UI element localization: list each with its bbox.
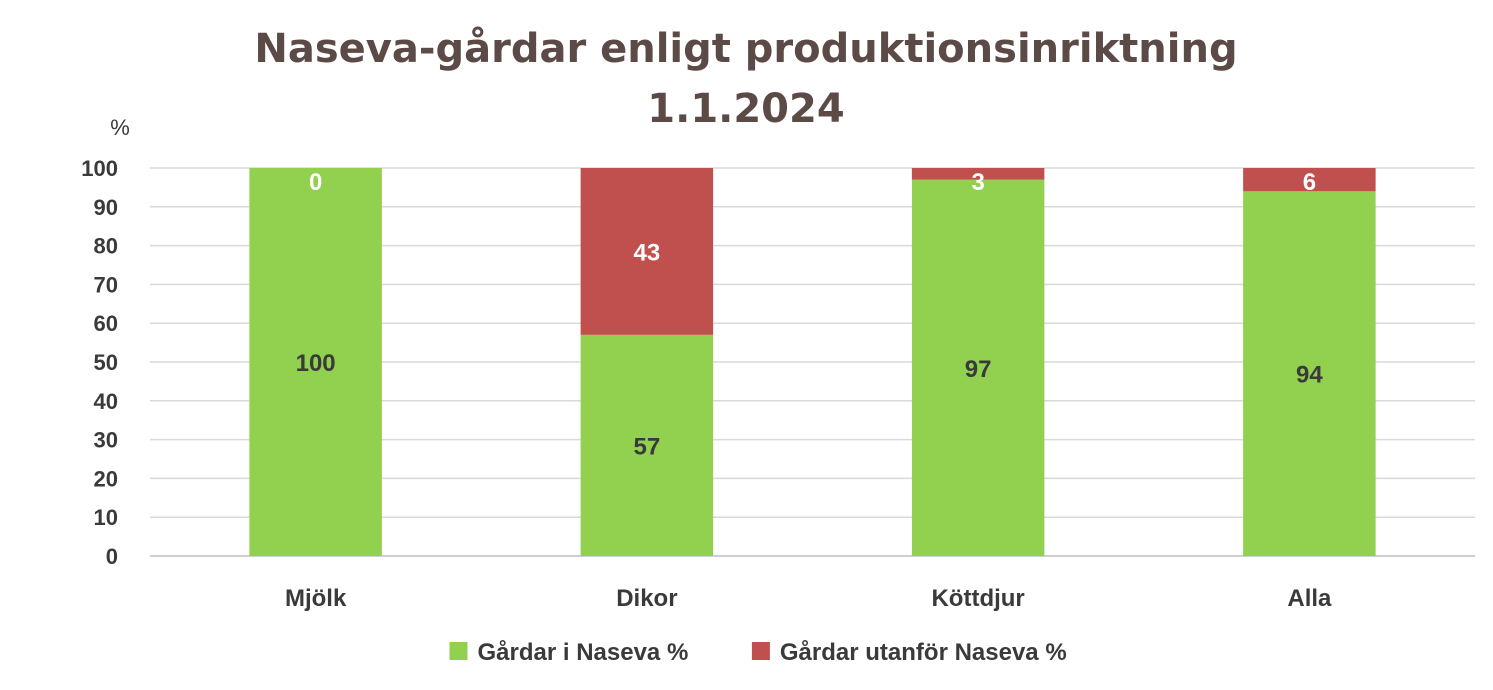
bar-segment-in-naseva bbox=[249, 168, 382, 556]
y-tick-label: 40 bbox=[94, 389, 118, 414]
y-tick-label: 0 bbox=[106, 544, 118, 569]
chart-title-line-1: Naseva-gårdar enligt produktionsinriktni… bbox=[254, 25, 1237, 72]
data-label: 97 bbox=[965, 356, 992, 383]
legend-label: Gårdar i Naseva % bbox=[478, 639, 689, 666]
x-tick-label: Dikor bbox=[616, 585, 677, 612]
bar-segment-outside-naseva bbox=[1243, 168, 1376, 192]
y-tick-label: 10 bbox=[94, 505, 118, 530]
x-axis-ticks: Mjölk Dikor Köttdjur Alla bbox=[285, 585, 1332, 612]
x-tick-label: Mjölk bbox=[285, 585, 347, 612]
bar-segment-outside-naseva bbox=[911, 168, 1045, 180]
data-label: 94 bbox=[1296, 362, 1323, 389]
y-tick-label: 60 bbox=[94, 311, 118, 336]
data-label: 3 bbox=[971, 169, 984, 196]
x-tick-label: Köttdjur bbox=[931, 585, 1024, 612]
y-tick-label: 70 bbox=[94, 272, 118, 297]
data-label: 57 bbox=[634, 433, 661, 460]
data-label: 0 bbox=[309, 169, 322, 196]
legend-swatch bbox=[449, 642, 468, 660]
bar-segment-in-naseva bbox=[580, 334, 714, 556]
chart-title-line-2: 1.1.2024 bbox=[647, 86, 844, 132]
legend: Gårdar i Naseva % Gårdar utanför Naseva % bbox=[449, 639, 1067, 666]
bar-segment-outside-naseva bbox=[580, 168, 714, 335]
y-axis-ticks: 0 10 20 30 40 50 60 70 80 90 100 bbox=[81, 156, 118, 569]
y-tick-label: 100 bbox=[81, 156, 118, 181]
data-label: 100 bbox=[296, 350, 336, 377]
y-tick-label: 50 bbox=[94, 350, 118, 375]
bars: 100 0 57 43 97 3 94 6 bbox=[249, 168, 1376, 556]
y-tick-label: 20 bbox=[94, 466, 118, 491]
data-label: 6 bbox=[1303, 169, 1316, 196]
x-tick-label: Alla bbox=[1287, 585, 1332, 612]
data-label: 43 bbox=[634, 239, 661, 266]
legend-label: Gårdar utanför Naseva % bbox=[780, 639, 1067, 666]
bar-segment-in-naseva bbox=[1243, 191, 1376, 556]
legend-swatch bbox=[751, 642, 770, 660]
y-tick-label: 30 bbox=[94, 428, 118, 453]
bar-segment-in-naseva bbox=[911, 179, 1045, 556]
y-tick-label: 80 bbox=[94, 234, 118, 259]
y-tick-label: 90 bbox=[94, 195, 118, 220]
y-axis-unit-label: % bbox=[110, 115, 130, 140]
